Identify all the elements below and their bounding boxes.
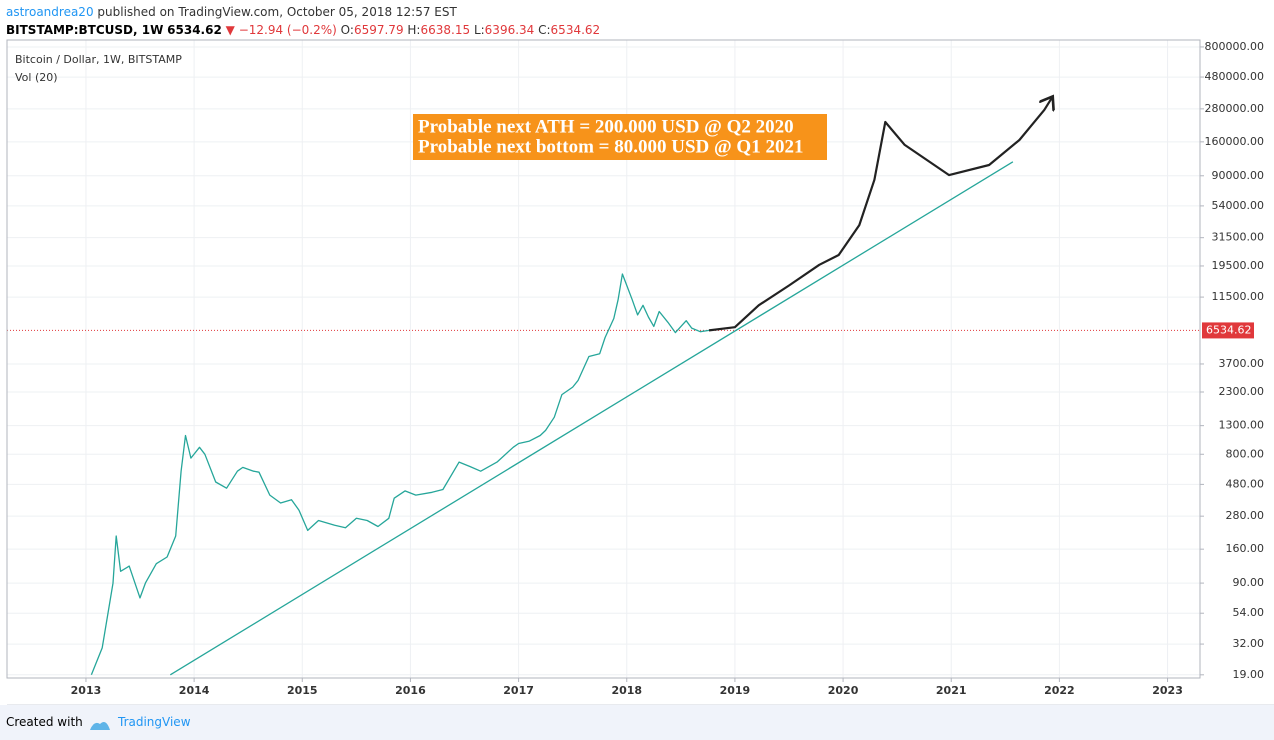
y-tick-label: 800.00	[1226, 447, 1265, 460]
ohlc-value: 6638.15	[420, 23, 471, 37]
y-tick-label: 19500.00	[1212, 259, 1265, 272]
ohlc: O:6597.79 H:6638.15 L:6396.34 C:6534.62	[341, 23, 601, 37]
x-tick-label: 2018	[611, 684, 642, 697]
ohlc-value: 6396.34	[484, 23, 535, 37]
ohlc-value: 6534.62	[550, 23, 601, 37]
series-line	[90, 273, 710, 676]
annotation: Probable next ATH = 200.000 USD @ Q2 202…	[418, 116, 794, 137]
x-tick-label: 2022	[1044, 684, 1075, 697]
x-tick-label: 2021	[936, 684, 967, 697]
plot-frame	[6, 39, 1201, 679]
price: 6534.62	[167, 23, 222, 37]
ohlc-value: 6597.79	[353, 23, 404, 37]
y-tick-label: 160000.00	[1205, 135, 1265, 148]
y-tick-label: 3700.00	[1219, 357, 1265, 370]
ohlc-label: O:	[340, 23, 354, 37]
y-tick-label: 800000.00	[1205, 40, 1265, 53]
series-line	[708, 98, 1052, 332]
current-price-label: 6534.62	[1206, 323, 1252, 336]
change: −12.94 (−0.2%)	[238, 23, 337, 37]
y-tick-label: 11500.00	[1212, 290, 1265, 303]
y-tick-label: 54.00	[1233, 606, 1265, 619]
y-tick-label: 2300.00	[1219, 385, 1265, 398]
ohlc-label: L:	[473, 23, 485, 37]
footer-text: Created with	[6, 715, 83, 729]
y-tick-label: 19.00	[1233, 668, 1265, 681]
y-tick-label: 480000.00	[1205, 70, 1265, 83]
chart: Bitcoin / Dollar, 1W, BITSTAMP Vol (20) …	[6, 39, 1274, 705]
annotation-box	[413, 114, 827, 160]
x-tick-label: 2020	[828, 684, 859, 697]
y-tick-label: 32.00	[1233, 637, 1265, 650]
symbol: BITSTAMP:BTCUSD, 1W	[6, 23, 164, 37]
header-line-1: astroandrea20 published on TradingView.c…	[6, 3, 600, 21]
y-tick-label: 1300.00	[1219, 419, 1265, 432]
published: published on TradingView.com, October 05…	[97, 5, 457, 19]
x-tick-label: 2019	[720, 684, 751, 697]
y-tick-label: 160.00	[1226, 542, 1265, 555]
y-tick-label: 90000.00	[1212, 169, 1265, 182]
x-tick-label: 2023	[1152, 684, 1183, 697]
header-line-2: BITSTAMP:BTCUSD, 1W 6534.62 ▼ −12.94 (−0…	[6, 21, 600, 39]
x-tick-label: 2013	[71, 684, 102, 697]
plot	[7, 161, 1200, 676]
logo	[90, 722, 110, 730]
current-price-tag	[1202, 322, 1254, 339]
x-tick-label: 2016	[395, 684, 426, 697]
y-tick-label: 90.00	[1233, 576, 1265, 589]
y-tick-label: 480.00	[1226, 477, 1265, 490]
ohlc-label: H:	[407, 23, 421, 37]
y-tick-label: 31500.00	[1212, 231, 1265, 244]
ohlc-label: C:	[538, 23, 551, 37]
x-tick-label: 2017	[503, 684, 534, 697]
header: astroandrea20 published on TradingView.c…	[6, 3, 600, 39]
y-tick-label: 280000.00	[1205, 102, 1265, 115]
brand[interactable]: TradingView	[118, 715, 191, 729]
footer: Created with TradingView	[0, 705, 1274, 740]
arrow: ▼	[225, 23, 235, 37]
legend-volume: Vol (20)	[15, 71, 58, 84]
annotation: Probable next bottom = 80.000 USD @ Q1 2…	[418, 136, 803, 157]
author[interactable]: astroandrea20	[6, 5, 94, 19]
legend-series: Bitcoin / Dollar, 1W, BITSTAMP	[15, 53, 182, 66]
x-tick-label: 2014	[179, 684, 210, 697]
x-tick-label: 2015	[287, 684, 318, 697]
series-line	[169, 161, 1014, 676]
y-tick-label: 280.00	[1226, 509, 1265, 522]
y-tick-label: 54000.00	[1212, 199, 1265, 212]
